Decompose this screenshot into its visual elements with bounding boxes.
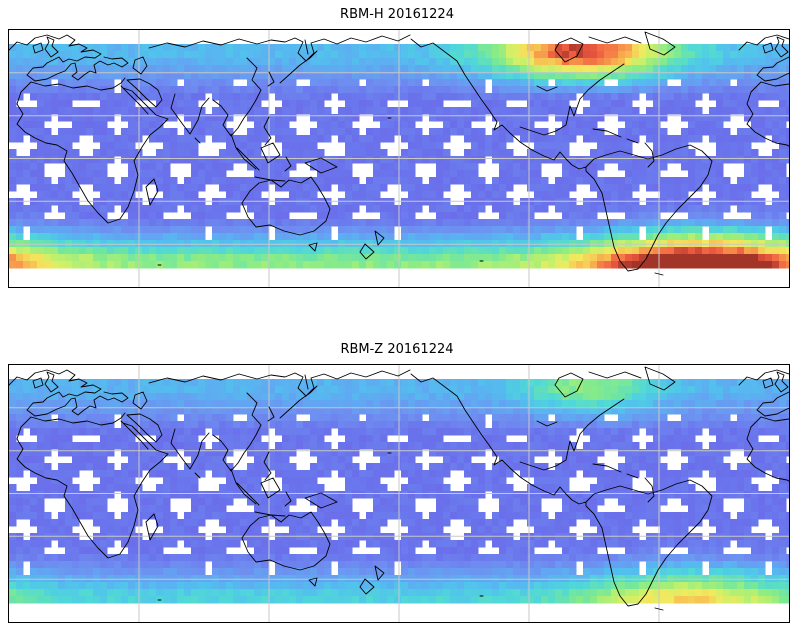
coastline-main: [148, 366, 713, 611]
coastline-longitude-wrap: [738, 34, 789, 147]
coastlines: [9, 366, 789, 611]
swath-cells: [9, 379, 789, 604]
coastline-main-west: [9, 34, 169, 224]
map-rbm-h: [8, 29, 790, 288]
coastline-main-west: [9, 369, 169, 559]
panel-title-rbm-z: RBM-Z 20161224: [340, 342, 454, 357]
panel-title-rbm-h: RBM-H 20161224: [340, 7, 454, 22]
coastline-main: [148, 31, 713, 276]
map-rbm-z: [8, 364, 790, 623]
coastlines: [9, 31, 789, 276]
swath-cells: [9, 44, 789, 269]
coastline-longitude-wrap: [738, 369, 789, 482]
